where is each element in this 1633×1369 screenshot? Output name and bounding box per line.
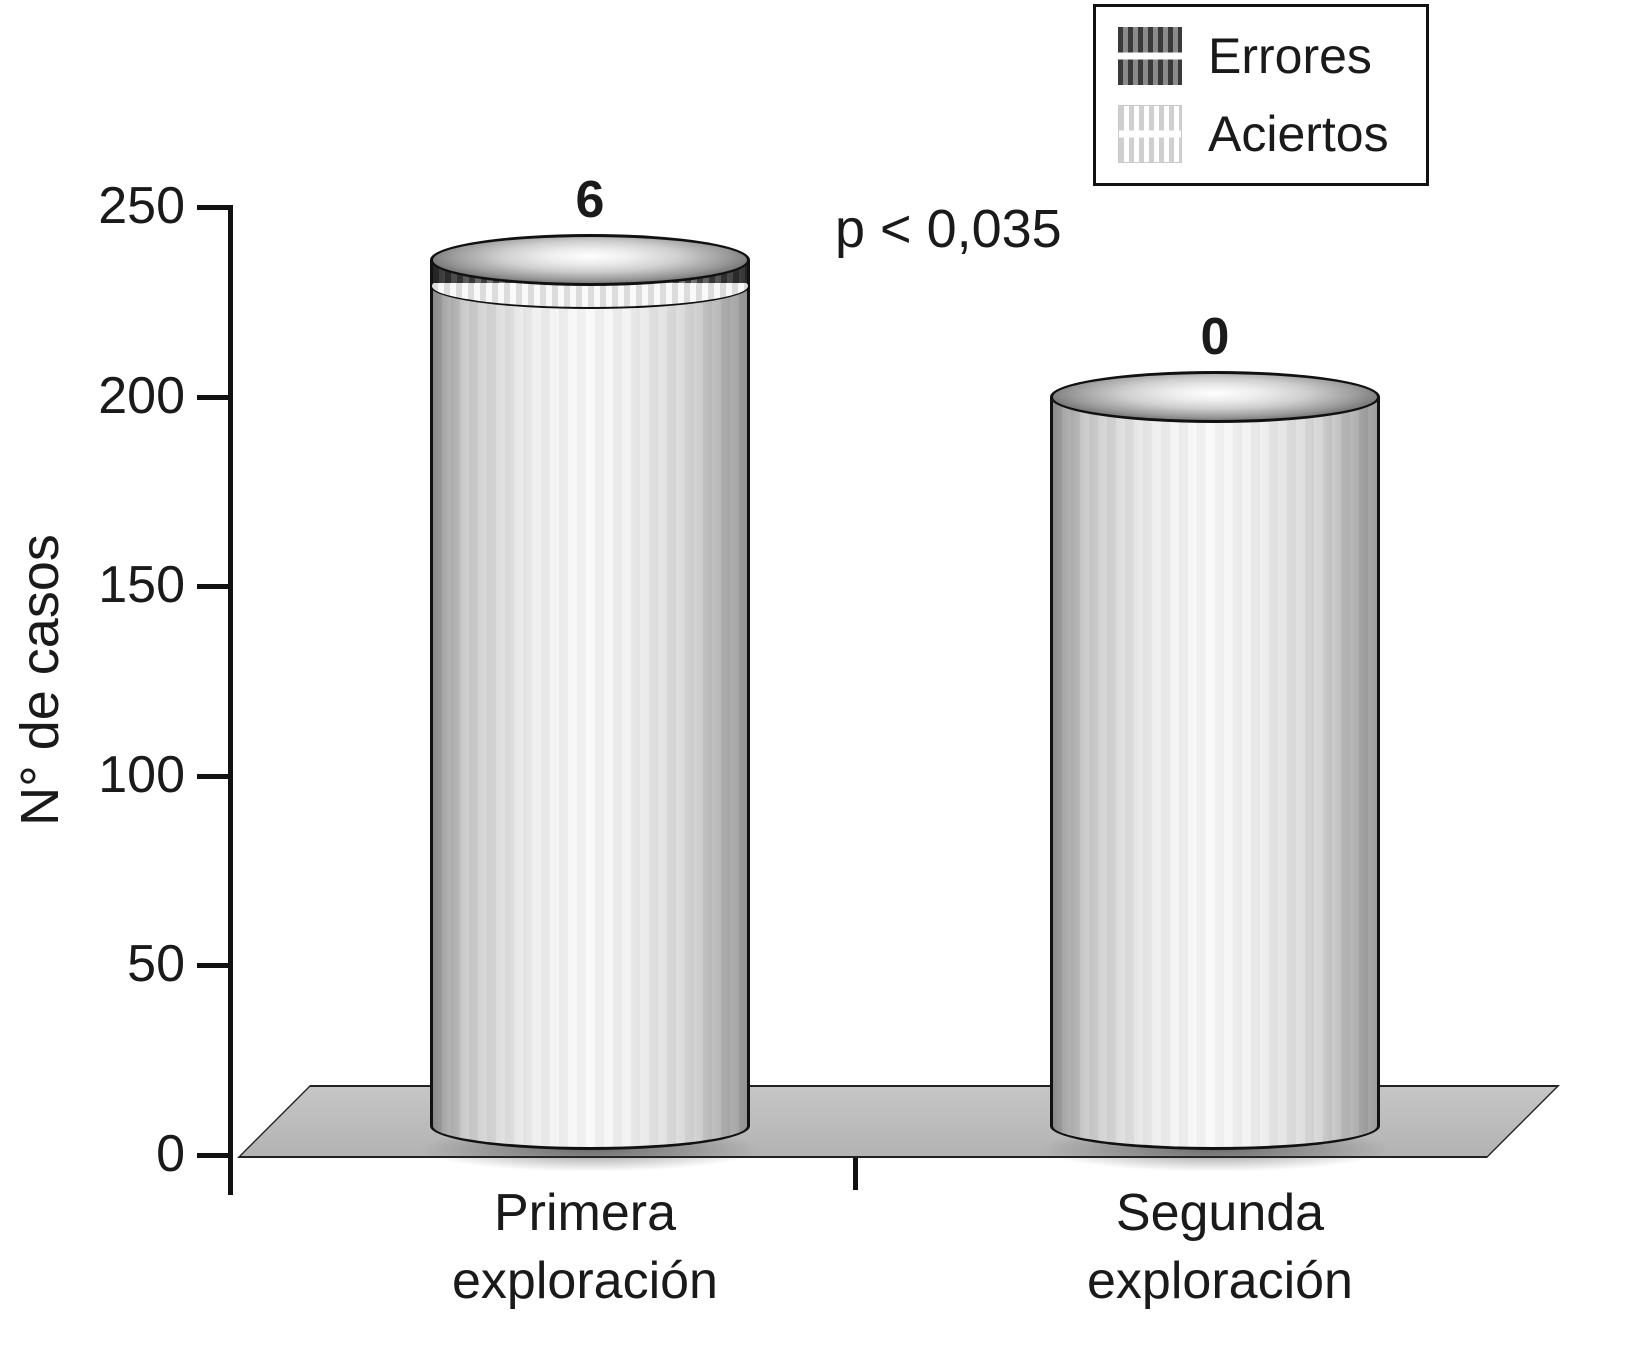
cylinder-top [430, 234, 750, 287]
y-tick-label: 250 [98, 177, 185, 235]
bar-value-label: 6 [575, 171, 605, 230]
legend-label-errores: Errores [1208, 28, 1372, 84]
y-tick-label: 150 [98, 556, 185, 615]
y-axis-title: N° de casos [10, 534, 70, 826]
legend-label-aciertos: Aciertos [1208, 106, 1389, 162]
legend: Errores Aciertos [1093, 4, 1429, 186]
x-axis-tick [853, 1158, 858, 1190]
p-value-annotation: p < 0,035 [835, 199, 1062, 259]
bar-value-label: 0 [1200, 307, 1230, 366]
bar-segunda-exploracion: 0 [1038, 0, 1392, 1369]
category-label-segunda: Segunda exploración [1087, 1184, 1353, 1310]
errores-swatch-icon [1118, 27, 1182, 85]
y-tick-label: 50 [127, 935, 185, 994]
y-tick-mark [197, 584, 230, 590]
y-tick-mark [197, 773, 230, 779]
y-axis-line [228, 205, 233, 1195]
aciertos-segment [1050, 396, 1380, 1150]
y-tick-label: 200 [98, 366, 185, 425]
bar-primera-exploracion: 6 [418, 0, 762, 1369]
aciertos-swatch-icon [1118, 105, 1182, 163]
y-tick-mark [197, 394, 230, 400]
y-tick-mark [197, 205, 230, 210]
y-tick-mark [197, 1153, 230, 1158]
aciertos-segment [430, 282, 750, 1150]
legend-item-errores: Errores [1118, 27, 1426, 85]
cylinder-top [1050, 370, 1380, 423]
category-label-primera: Primera exploración [452, 1184, 718, 1310]
y-tick-mark [197, 963, 230, 969]
y-tick-label: 0 [156, 1125, 185, 1183]
legend-item-aciertos: Aciertos [1118, 105, 1426, 163]
y-tick-label: 100 [98, 745, 185, 804]
